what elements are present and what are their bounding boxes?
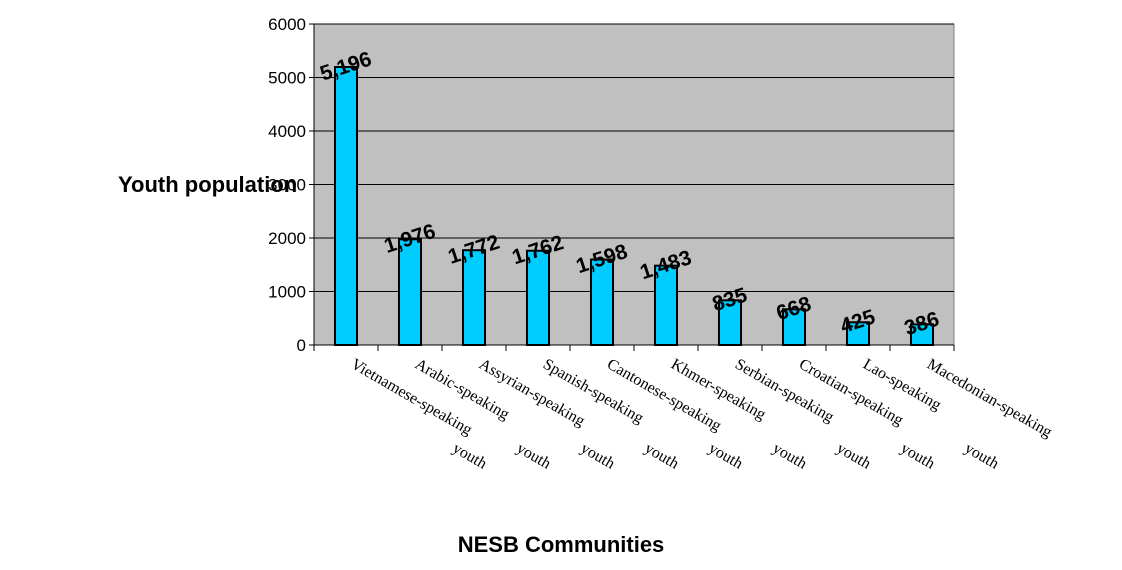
y-tick-label: 3000	[268, 176, 306, 195]
y-axis-ticks: 0 1000 2000 3000 4000 5000 6000	[268, 15, 314, 355]
y-tick-label: 1000	[268, 283, 306, 302]
y-tick-label: 2000	[268, 229, 306, 248]
y-tick-label: 4000	[268, 122, 306, 141]
bar	[526, 249, 550, 346]
y-tick-label: 5000	[268, 69, 306, 88]
bar	[398, 238, 422, 346]
y-tick-label: 6000	[268, 15, 306, 34]
bar	[462, 249, 486, 346]
y-tick-label: 0	[297, 336, 306, 355]
y-axis-title: Youth population	[118, 172, 298, 197]
x-axis-title: NESB Communities	[457, 532, 665, 557]
x-axis-ticks: Vietnamese-speakingyouthArabic-speakingy…	[313, 345, 1055, 473]
bar	[334, 66, 358, 346]
